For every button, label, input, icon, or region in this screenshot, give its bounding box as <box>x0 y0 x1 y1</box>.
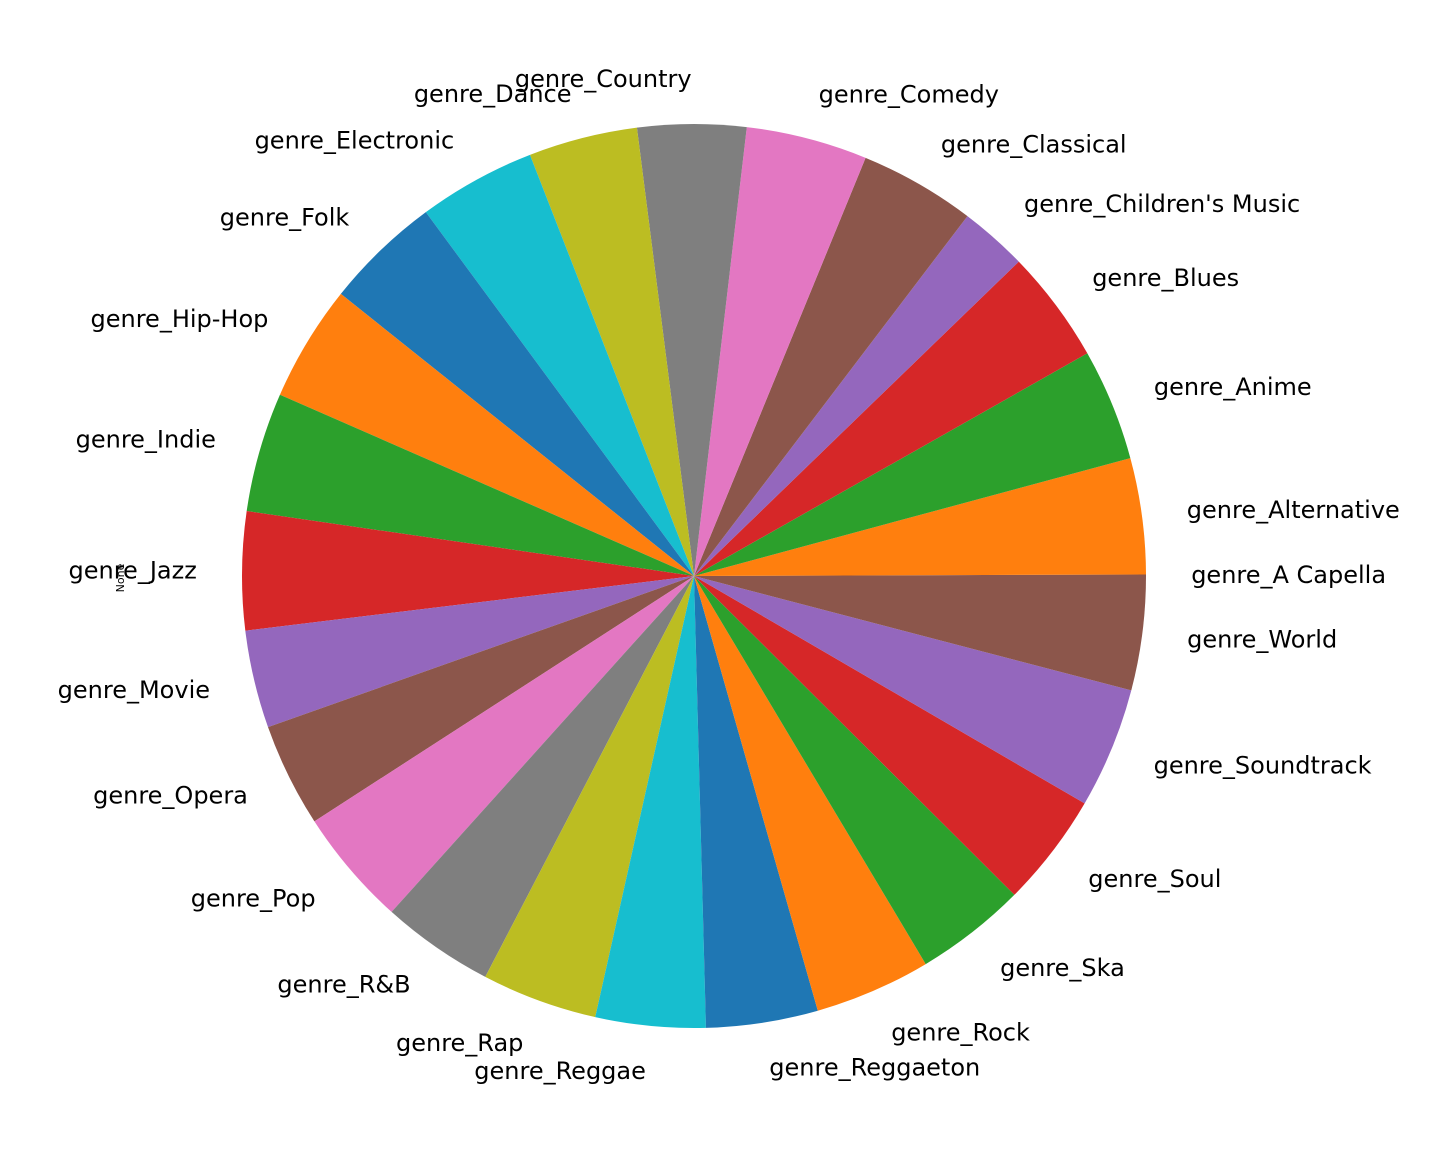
slice-label: genre_Opera <box>93 782 248 810</box>
y-axis-label: None <box>114 563 127 592</box>
slice-label: genre_Rap <box>396 1029 523 1057</box>
slice-label: genre_Rock <box>891 1018 1030 1046</box>
slice-label: genre_Anime <box>1154 373 1312 401</box>
pie-labels: genre_A Capella genre_Alternative genre_An… <box>58 65 1400 1085</box>
slice-label: genre_A Capella <box>1191 561 1386 589</box>
pie-slice <box>636 124 747 577</box>
pie-slice <box>279 293 694 576</box>
pie-slice <box>529 127 694 576</box>
pie-slice <box>694 216 1019 576</box>
slice-label: genre_Comedy <box>819 81 999 109</box>
pie-slice <box>425 154 694 576</box>
slice-label: genre_Reggae <box>474 1057 646 1085</box>
pie-slice <box>340 212 694 576</box>
pie-slice <box>694 576 926 1011</box>
pie-slice <box>694 576 818 1028</box>
slice-label: genre_World <box>1187 625 1337 653</box>
pie-slice <box>694 261 1088 576</box>
pie-slice <box>694 576 1015 965</box>
slice-label: genre_Indie <box>76 425 216 453</box>
slice-label: genre_Electronic <box>255 126 455 154</box>
pie-slice <box>694 574 1146 576</box>
pie-slice <box>595 576 706 1028</box>
pie-slice <box>246 394 694 576</box>
slice-label: genre_Alternative <box>1187 496 1400 524</box>
pie-slice <box>694 353 1131 576</box>
slice-label: genre_Soul <box>1088 865 1221 893</box>
pie-slice <box>694 576 1085 895</box>
slice-label: genre_Pop <box>191 885 316 913</box>
slice-label: genre_Jazz <box>69 556 197 584</box>
slice-label: genre_Country <box>515 65 692 93</box>
slice-label: genre_Ska <box>1000 954 1125 982</box>
pie-slices <box>242 124 1146 1028</box>
pie-slice <box>314 576 694 912</box>
pie-slice <box>245 576 694 728</box>
slice-label: genre_Classical <box>941 130 1127 158</box>
slice-label: genre_Soundtrack <box>1154 752 1372 780</box>
slice-label: genre_Hip-Hop <box>91 305 269 333</box>
pie-slice <box>485 576 694 1018</box>
pie-slice <box>391 576 694 977</box>
pie-slice <box>694 127 866 576</box>
pie-slice <box>694 157 968 577</box>
pie-slice <box>694 576 1132 804</box>
pie-slice <box>694 458 1146 576</box>
slice-label: genre_Movie <box>58 676 210 704</box>
pie-slice <box>268 576 694 822</box>
slice-label: genre_Children's Music <box>1024 190 1300 218</box>
slice-label: genre_Blues <box>1092 264 1239 292</box>
slice-label: genre_Reggaeton <box>769 1054 980 1082</box>
slice-label: genre_R&B <box>277 971 410 999</box>
slice-label: genre_Dance <box>414 80 572 108</box>
pie-slice <box>242 511 694 631</box>
pie-slice <box>694 576 1146 691</box>
slice-label: genre_Folk <box>220 204 350 232</box>
